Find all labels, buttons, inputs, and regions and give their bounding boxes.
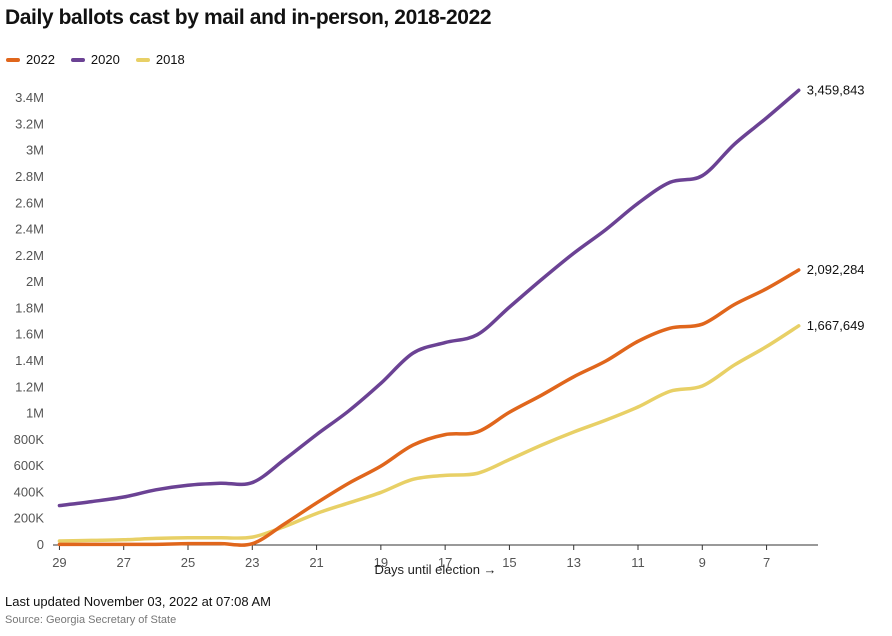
y-tick-label: 2M xyxy=(26,274,44,289)
legend-swatch-2022 xyxy=(6,57,20,62)
y-tick-label: 800K xyxy=(14,432,45,447)
x-tick-label: 25 xyxy=(181,555,195,570)
x-axis-title: Days until election → xyxy=(374,562,496,577)
series-line-2022 xyxy=(57,268,801,547)
x-tick-label: 13 xyxy=(566,555,580,570)
y-tick-label: 2.8M xyxy=(15,169,44,184)
legend-label-2018: 2018 xyxy=(155,52,185,67)
x-tick-label: 21 xyxy=(309,555,323,570)
x-tick-label: 9 xyxy=(699,555,706,570)
x-tick-label: 23 xyxy=(245,555,259,570)
y-tick-label: 2.6M xyxy=(15,195,44,210)
legend-swatch-2018 xyxy=(135,57,150,62)
y-tick-label: 0 xyxy=(37,537,44,552)
source-text: Source: Georgia Secretary of State xyxy=(5,614,177,626)
legend-item-2018: 2018 xyxy=(135,52,185,67)
y-tick-label: 1.4M xyxy=(15,353,44,368)
y-tick-label: 600K xyxy=(14,458,45,473)
end-label-2022: 2,092,284 xyxy=(807,262,865,277)
legend-item-2020: 2020 xyxy=(70,52,120,67)
y-tick-label: 1.8M xyxy=(15,300,44,315)
x-tick-label: 11 xyxy=(631,555,645,570)
y-tick-label: 1.2M xyxy=(15,379,44,394)
legend-label-2020: 2020 xyxy=(90,52,120,67)
series-line-2020 xyxy=(57,88,801,508)
chart-title: Daily ballots cast by mail and in-person… xyxy=(5,6,492,29)
series-line-2018 xyxy=(57,324,801,543)
x-tick-label: 27 xyxy=(116,555,130,570)
y-tick-label: 3M xyxy=(26,143,44,158)
legend-item-2022: 2022 xyxy=(6,52,55,67)
y-tick-label: 2.4M xyxy=(15,222,44,237)
y-tick-label: 3.4M xyxy=(15,90,44,105)
legend: 2022 2020 2018 xyxy=(6,52,185,67)
end-label-2018: 1,667,649 xyxy=(807,318,865,333)
y-tick-label: 400K xyxy=(14,484,45,499)
x-tick-label: 15 xyxy=(502,555,516,570)
y-tick-label: 1.6M xyxy=(15,327,44,342)
legend-swatch-2020 xyxy=(70,57,85,62)
y-tick-label: 200K xyxy=(14,511,45,526)
end-label-2020: 3,459,843 xyxy=(807,82,865,97)
last-updated-text: Last updated November 03, 2022 at 07:08 … xyxy=(5,594,271,609)
x-tick-label: 17 xyxy=(438,555,452,570)
x-tick-label: 29 xyxy=(52,555,66,570)
x-tick-label: 19 xyxy=(374,555,388,570)
y-tick-label: 1M xyxy=(26,406,44,421)
y-tick-label: 2.2M xyxy=(15,248,44,263)
x-tick-label: 7 xyxy=(763,555,770,570)
legend-label-2022: 2022 xyxy=(26,52,55,67)
y-tick-label: 3.2M xyxy=(15,116,44,131)
